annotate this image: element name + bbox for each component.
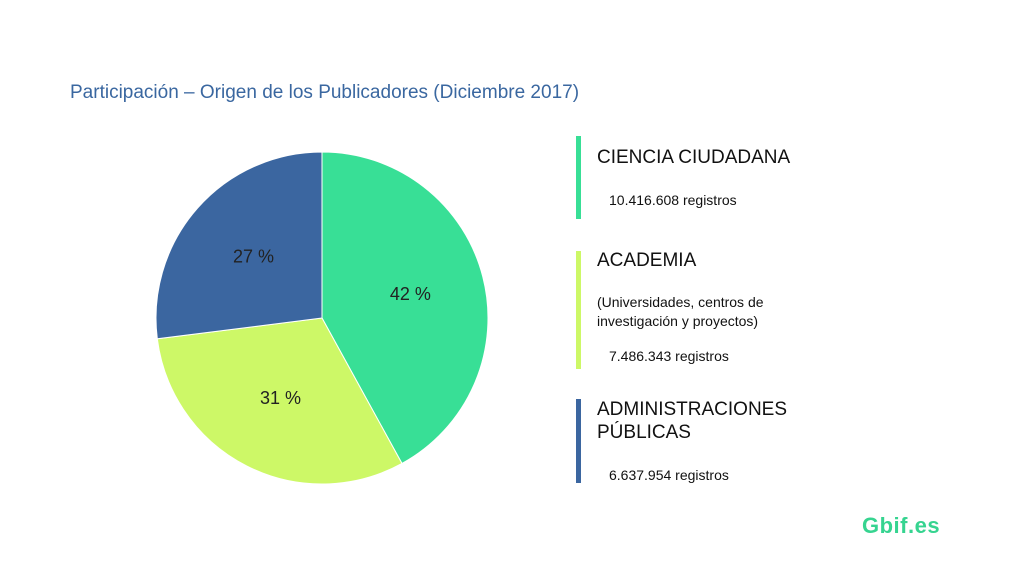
chart-title: Participación – Origen de los Publicador… xyxy=(70,82,580,103)
legend-name: CIENCIA CIUDADANA xyxy=(597,147,791,168)
pie-slice xyxy=(155,151,323,340)
legend-color-bar xyxy=(576,251,581,369)
pie-slice xyxy=(156,317,403,485)
gbif-logo: Gbif.es xyxy=(862,513,941,538)
legend-name: ADMINISTRACIONES PÚBLICAS xyxy=(597,399,788,443)
legend-records: 6.637.954 registros xyxy=(609,467,729,483)
pie-slice xyxy=(321,151,489,465)
legend-color-bar xyxy=(576,136,581,219)
legend-records: 10.416.608 registros xyxy=(609,192,737,208)
legend-note: (Universidades, centros de investigación… xyxy=(597,294,764,329)
legend-name: ACADEMIA xyxy=(597,250,697,271)
legend-records: 7.486.343 registros xyxy=(609,348,729,364)
pie-slice-label: 31 % xyxy=(260,388,301,408)
pie-slice-label: 42 % xyxy=(390,284,431,304)
pie-slice-label: 27 % xyxy=(233,246,274,266)
legend-color-bar xyxy=(576,399,581,483)
